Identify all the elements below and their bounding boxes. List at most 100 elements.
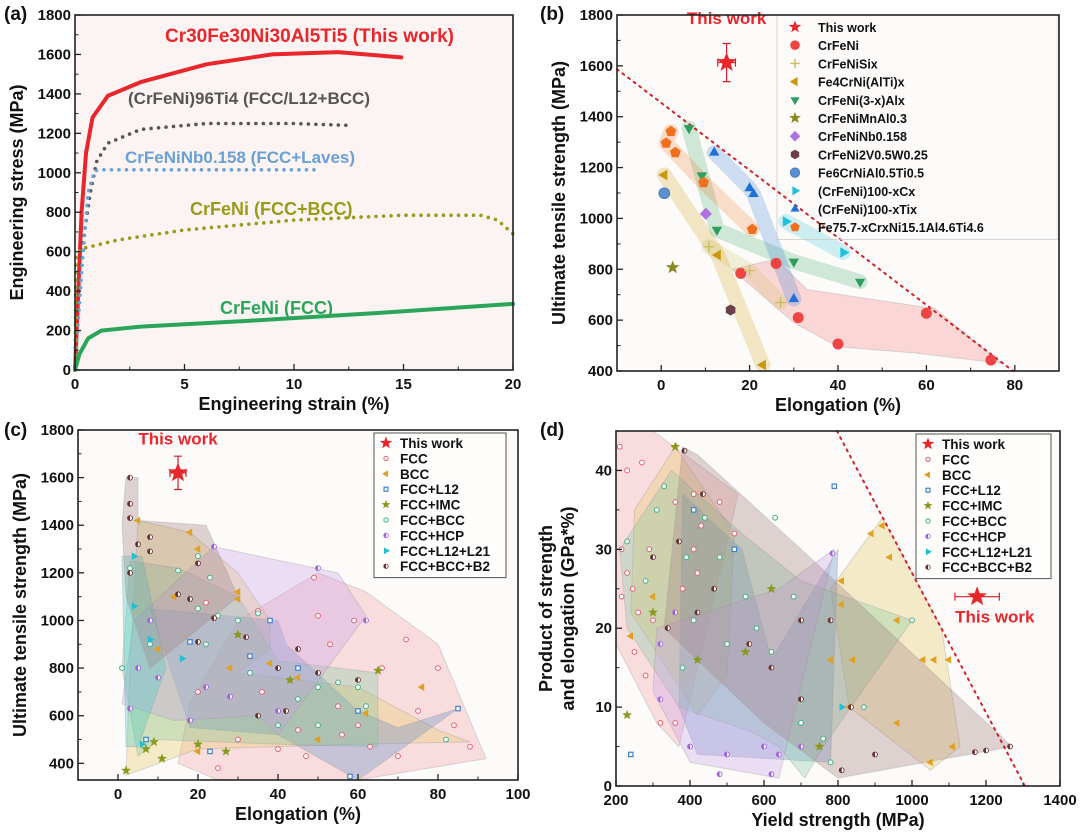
legend-label: CrFeNiNb0.158 [818,130,907,144]
data-point [772,514,778,521]
data-point [642,672,649,679]
marker-half [275,665,278,671]
marker-half [283,708,286,714]
data-point [848,704,854,710]
legend-label: FCC+IMC [400,498,461,513]
data-point [827,617,834,624]
y-tick-label: 1200 [41,565,74,582]
y-tick-label: 800 [46,204,71,221]
y-tick-label: 400 [46,283,71,300]
data-point [225,664,233,672]
data-point [669,146,681,158]
marker-half [275,708,278,714]
legend-box [915,433,1052,580]
legend-marker [925,564,931,570]
legend-marker [789,167,801,178]
legend-entry: Fe75.7-xCrxNi15.1Al4.6Ti4.6 [790,221,984,235]
legend-entry: FCC [925,452,970,467]
panel-label: (c) [4,420,27,441]
data-point [627,751,634,758]
data-point [694,609,701,616]
series-line-1 [73,121,351,372]
x-tick-label: 40 [270,786,287,803]
legend-label: FCC+BCC+B2 [942,560,1032,575]
marker-half [983,748,986,753]
data-point [648,592,656,601]
legend-marker [384,547,390,555]
data-point [283,708,289,714]
data-point [683,554,690,561]
marker-half [724,751,727,757]
data-point [878,521,885,530]
marker-half [694,609,698,615]
x-tick-label: 1200 [969,792,1002,809]
data-point [315,612,321,619]
legend-label: Fe75.7-xCrxNi15.1Al4.6Ti4.6 [818,221,984,235]
data-point [221,746,231,756]
series-label: CrFeNiNb0.158 (FCC+Laves) [125,148,355,167]
data-point [690,491,697,498]
this-work-point [967,586,987,606]
marker-half [665,625,668,631]
y-tick-label: 400 [588,363,613,380]
data-point [618,593,625,600]
y-tick-label: 800 [49,660,74,677]
data-point [235,736,241,743]
data-point [247,669,253,676]
data-point [121,765,131,775]
legend-label: CrFeNiMnAl0.3 [818,112,907,126]
data-point [233,629,243,639]
panel-label: (b) [540,4,564,25]
y-axis-title: Product of strength and elongation (GPa*%… [536,506,578,710]
data-point [748,188,759,197]
data-point [918,656,926,664]
data-point [127,500,133,507]
data-point [861,704,867,711]
data-point [335,703,341,710]
legend-label: CrFeNi(3-x)Alx [818,94,905,108]
y-tick-label: 200 [46,323,71,340]
data-point [622,709,632,720]
x-axis-title: Engineering strain (%) [198,394,389,414]
marker-half [687,744,690,750]
data-point [339,731,345,738]
data-point [648,607,658,617]
legend-label: (CrFeNi)100-xTix [818,203,917,217]
data-point [247,653,253,659]
y-tick-label: 600 [49,708,74,725]
marker-half [383,563,386,569]
legend-marker [925,518,931,524]
marker-half [1007,744,1011,750]
data-point [373,665,383,675]
legend-entry: CrFeNiNb0.158 [789,130,907,144]
legend-entry: FCC+BCC+B2 [925,560,1032,575]
data-point [866,529,874,538]
data-point [443,736,449,743]
data-point [624,570,630,576]
data-point [820,735,827,742]
x-tick-label: 60 [918,377,935,394]
x-tick-label: 600 [751,792,776,809]
legend-box [373,432,507,579]
legend-marker [790,40,800,50]
legend-marker [923,500,933,510]
data-point [147,635,155,644]
this-work-annotation: This work [955,608,1035,627]
data-point [467,743,473,750]
data-point [211,615,217,621]
data-point [798,719,804,726]
marker-half [848,704,851,710]
legend: This work CrFeNi CrFeNiSix Fe4CrNi(AlTi)x Cr… [776,14,1059,240]
marker-half [676,538,679,544]
data-point [403,636,409,643]
panel-a: Cr30Fe30Ni30Al5Ti5 (This work) (CrFeNi)96… [4,4,521,414]
data-point [658,187,671,200]
data-point [920,307,932,319]
data-point [415,708,421,714]
marker-half [187,717,190,723]
data-point [827,759,834,766]
data-point [746,223,758,234]
data-point [657,696,664,703]
